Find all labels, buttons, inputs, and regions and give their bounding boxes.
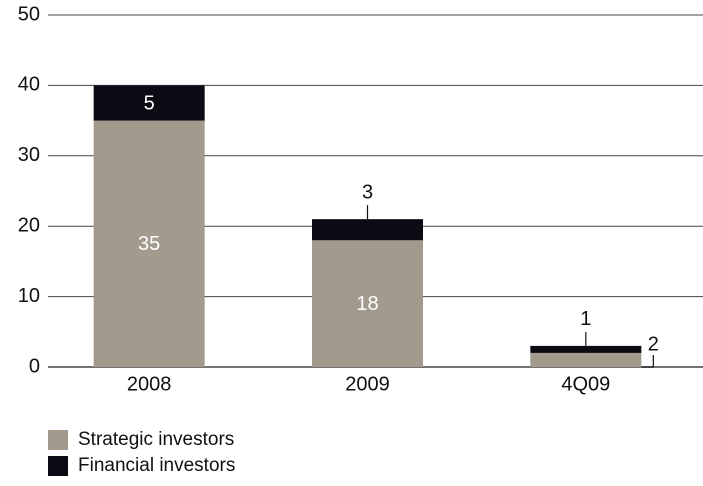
leader-line <box>641 355 654 368</box>
y-tick-label: 40 <box>18 74 40 96</box>
bar-segment <box>530 345 642 353</box>
y-tick-label: 30 <box>18 144 40 166</box>
bar-segment <box>93 85 205 121</box>
bar-segment <box>530 352 642 367</box>
y-tick-label: 20 <box>18 214 40 236</box>
data-label: 2 <box>648 333 659 355</box>
bar-segment <box>312 219 423 241</box>
data-label: 1 <box>580 308 591 330</box>
data-label: 18 <box>356 293 378 315</box>
data-label: 35 <box>138 233 160 255</box>
x-tick-label: 4Q09 <box>561 373 610 395</box>
legend-swatch <box>48 430 68 450</box>
legend-swatch <box>48 456 68 476</box>
legend-label: Strategic investors <box>78 429 234 450</box>
y-tick-label: 50 <box>18 3 40 25</box>
bar-segment <box>312 240 423 367</box>
x-tick-label: 2009 <box>345 373 390 395</box>
x-tick-label: 2008 <box>127 373 172 395</box>
data-label: 3 <box>362 181 373 203</box>
bar-segment <box>93 120 205 367</box>
y-tick-label: 0 <box>29 355 40 377</box>
legend-label: Financial investors <box>78 455 235 476</box>
y-tick-label: 10 <box>18 285 40 307</box>
data-label: 5 <box>144 92 155 114</box>
